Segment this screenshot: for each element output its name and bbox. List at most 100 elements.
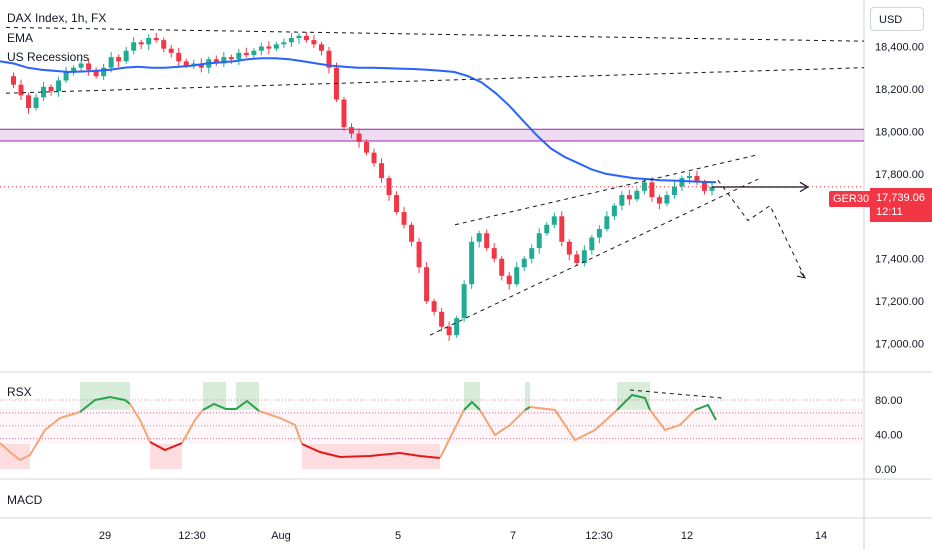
candle-body (221, 57, 227, 64)
candle-body (273, 44, 279, 49)
last-price-badge: 17,739.06 12:11 (870, 188, 932, 222)
candle-body (356, 133, 362, 142)
candle-body (634, 190, 640, 200)
projection-path (717, 179, 806, 279)
candle-body (168, 48, 174, 53)
rsx-line (149, 441, 183, 452)
candle-body (431, 301, 437, 312)
rsx-tick-label: 80.00 (875, 395, 903, 407)
time-tick-label: 5 (395, 530, 401, 542)
ticker-badge: GER30 (829, 191, 874, 207)
rsx-line (129, 403, 151, 443)
candle-body (236, 52, 242, 60)
candle-body (123, 50, 129, 62)
rsx-line (479, 409, 526, 437)
macd-pane-title[interactable]: MACD (7, 493, 43, 507)
horizontal-ray-arrowhead (799, 181, 810, 193)
candle-body (93, 69, 99, 77)
candle-body (514, 267, 520, 285)
indicator-recessions-label[interactable]: US Recessions (7, 50, 90, 64)
time-tick-label: 29 (99, 530, 111, 542)
rsx-line (181, 409, 204, 444)
candle-body (641, 182, 647, 191)
rsx-line (301, 443, 441, 459)
rsx-oversold-zone (150, 444, 182, 469)
rsx-line (202, 399, 260, 412)
candle-body (469, 241, 475, 285)
candle-body (176, 52, 182, 62)
candle-body (611, 205, 617, 217)
price-tick-label: 17,400.00 (875, 254, 924, 266)
candle-body (281, 42, 287, 45)
candle-body (439, 311, 445, 327)
rsx-line (529, 406, 618, 442)
candle-body (78, 63, 84, 68)
price-tick-label: 17,200.00 (875, 296, 924, 308)
ema-line (0, 57, 717, 184)
candle-body (416, 241, 422, 268)
candle-body (183, 61, 189, 66)
candle-body (649, 182, 655, 198)
candle-body (506, 275, 512, 285)
candle-body (581, 250, 587, 263)
candle-body (318, 44, 324, 51)
candle-body (258, 46, 264, 51)
candle-body (63, 71, 69, 81)
candle-body (536, 233, 542, 249)
candle-body (296, 35, 302, 38)
indicator-ema-label[interactable]: EMA (7, 31, 34, 45)
candle-body (213, 59, 219, 64)
candle-body (198, 63, 204, 68)
wedge-lower-line (429, 178, 759, 336)
candle-body (11, 76, 17, 85)
rsx-line (616, 393, 651, 411)
candle-body (18, 84, 24, 96)
candle-body (243, 52, 249, 55)
candle-body (529, 248, 535, 259)
candle-body (656, 197, 662, 204)
rsx-line (0, 411, 81, 462)
candle-body (48, 86, 54, 92)
candle-body (604, 216, 610, 230)
candle-body (341, 99, 347, 128)
candle-body (446, 326, 452, 336)
price-tick-label: 18,200.00 (875, 84, 924, 96)
candle-body (559, 216, 565, 242)
candle-body (499, 258, 505, 276)
rsx-line (649, 409, 696, 432)
rsx-line (463, 400, 481, 411)
rsx-pane-title[interactable]: RSX (7, 385, 32, 399)
currency-button[interactable]: USD (870, 7, 924, 31)
candle-body (33, 97, 39, 109)
candle-body (348, 127, 354, 134)
bar-countdown: 12:11 (876, 206, 903, 218)
candle-body (551, 216, 557, 225)
time-tick-label: 14 (815, 530, 827, 542)
candle-body (521, 258, 527, 268)
symbol-title[interactable]: DAX Index, 1h, FX (7, 11, 107, 25)
projection-arrowhead (796, 271, 807, 279)
candle-body (131, 42, 137, 51)
candle-body (596, 229, 602, 238)
rsx-tick-label: 40.00 (875, 430, 903, 442)
candle-body (228, 57, 234, 60)
candle-body (386, 178, 392, 196)
candle-body (679, 178, 685, 187)
price-tick-label: 17,800.00 (875, 169, 924, 181)
candle-body (619, 195, 625, 206)
candle-body (266, 46, 272, 49)
rsx-tick-label: 0.00 (875, 464, 896, 476)
candle-body (326, 50, 332, 68)
candle-body (251, 50, 257, 55)
candle-body (161, 40, 167, 49)
candle-body (544, 224, 550, 234)
price-tick-label: 17,000.00 (875, 339, 924, 351)
time-tick-label: 12 (681, 530, 693, 542)
candle-body (41, 86, 47, 98)
candle-body (71, 67, 77, 72)
trendline-lower-channel (5, 67, 865, 94)
candle-body (303, 35, 309, 41)
candle-body (566, 241, 572, 255)
rsx-overbought-zone (464, 382, 480, 410)
